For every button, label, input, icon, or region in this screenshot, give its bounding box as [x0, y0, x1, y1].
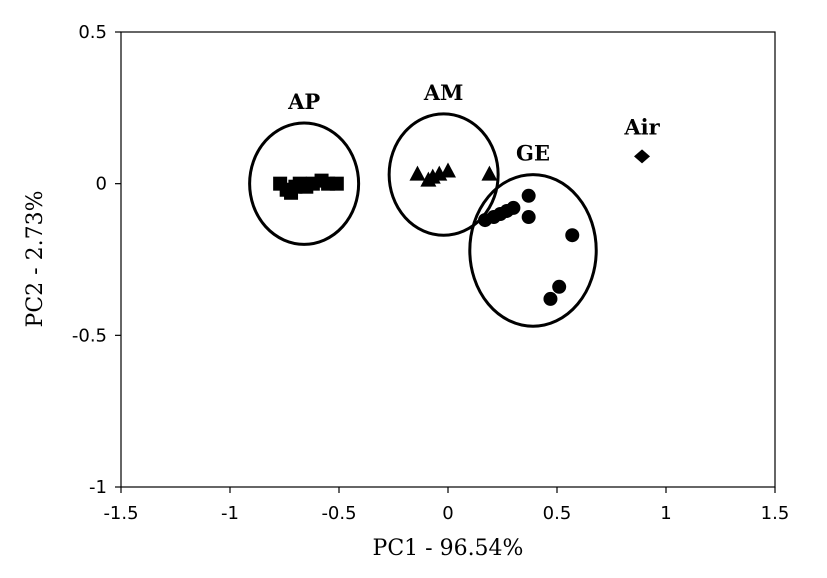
x-tick-label: 0.5 — [543, 503, 572, 524]
x-tick-label: -1 — [221, 503, 239, 524]
group-ellipse-am — [387, 112, 500, 237]
group-label-am: AM — [423, 80, 464, 105]
point-ge — [543, 291, 558, 306]
x-axis-title: PC1 - 96.54% — [373, 536, 524, 561]
group-labels: AP AM GE Air — [287, 80, 661, 166]
point-ge — [506, 200, 521, 215]
point-ge — [521, 188, 536, 203]
y-axis-ticks: 0.5 0 -0.5 -1 — [72, 22, 121, 498]
x-tick-label: 1 — [660, 503, 671, 524]
point-am — [409, 165, 426, 181]
point-ap — [329, 176, 344, 191]
x-tick-label: 1.5 — [761, 503, 790, 524]
point-ge — [552, 279, 567, 294]
point-am — [481, 165, 498, 181]
group-label-ap: AP — [287, 89, 320, 114]
y-tick-label: -1 — [89, 477, 107, 498]
x-tick-label: -0.5 — [321, 503, 356, 524]
group-ellipses — [248, 112, 598, 328]
group-ellipse-ge — [468, 173, 598, 328]
point-ge — [521, 210, 536, 225]
point-ge — [565, 228, 580, 243]
group-label-ge: GE — [516, 141, 550, 166]
x-tick-label: 0 — [442, 503, 453, 524]
point-air — [634, 149, 651, 164]
y-tick-label: -0.5 — [72, 325, 107, 346]
group-label-air: Air — [623, 114, 660, 139]
x-tick-label: -1.5 — [103, 503, 138, 524]
y-tick-label: 0.5 — [78, 22, 107, 43]
y-tick-label: 0 — [96, 174, 107, 195]
group-ellipse-ap — [248, 121, 361, 246]
point-am — [440, 162, 456, 178]
y-axis-title: PC2 - 2.73% — [23, 191, 48, 328]
x-axis-ticks: -1.5 -1 -0.5 0 0.5 1 1.5 — [103, 487, 789, 524]
data-points — [273, 149, 651, 306]
